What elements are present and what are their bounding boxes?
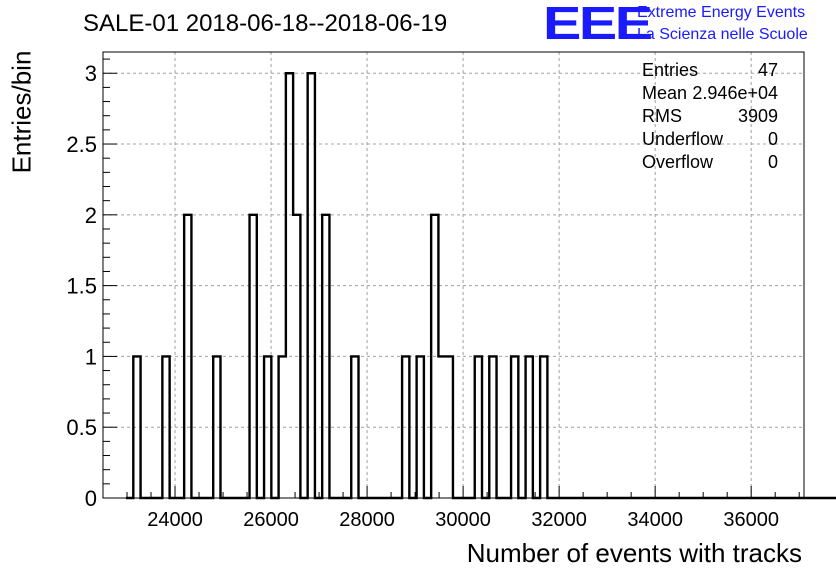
x-tick-label: 28000 (339, 509, 395, 531)
stat-rms-label: RMS (642, 106, 682, 126)
logo-text-line1: Extreme Energy Events (637, 4, 806, 21)
stat-overflow-label: Overflow (642, 152, 714, 172)
chart-title: SALE-01 2018-06-18--2018-06-19 (83, 10, 448, 37)
histogram-series (126, 72, 836, 500)
x-tick-label: 30000 (435, 509, 491, 531)
stat-entries-label: Entries (642, 60, 699, 80)
stat-mean-label: Mean (642, 83, 688, 103)
x-axis: 24000 26000 28000 30000 32000 34000 36000 (102, 486, 800, 531)
stat-mean-value: 2.946e+04 (692, 83, 778, 103)
stat-underflow-value: 0 (767, 129, 778, 149)
y-tick-label: 3 (85, 61, 97, 86)
stat-rms-value: 3909 (737, 106, 778, 126)
x-tick-label: 26000 (243, 509, 299, 531)
eee-logo: EEE (543, 0, 653, 49)
y-tick-label: 0.5 (66, 415, 97, 440)
y-axis-label: Entries/bin (6, 50, 37, 174)
x-axis-label: Number of events with tracks (466, 538, 802, 568)
stat-overflow-value: 0 (767, 152, 778, 172)
x-tick-label: 34000 (627, 509, 683, 531)
stat-underflow-label: Underflow (642, 129, 724, 149)
x-tick-label: 36000 (723, 509, 779, 531)
y-axis: 0 0.5 1 1.5 2 2.5 3 (66, 58, 117, 511)
logo-text-line2: La Scienza nelle Scuole (637, 26, 808, 43)
y-tick-label: 1 (85, 344, 97, 369)
x-tick-label: 32000 (531, 509, 587, 531)
stat-entries-value: 47 (757, 60, 778, 80)
plot-frame (102, 51, 805, 499)
y-tick-label: 1.5 (66, 274, 97, 299)
x-tick-label: 24000 (147, 509, 203, 531)
y-tick-label: 2.5 (66, 132, 97, 157)
y-tick-label: 0 (85, 486, 97, 511)
y-tick-label: 2 (85, 203, 97, 228)
